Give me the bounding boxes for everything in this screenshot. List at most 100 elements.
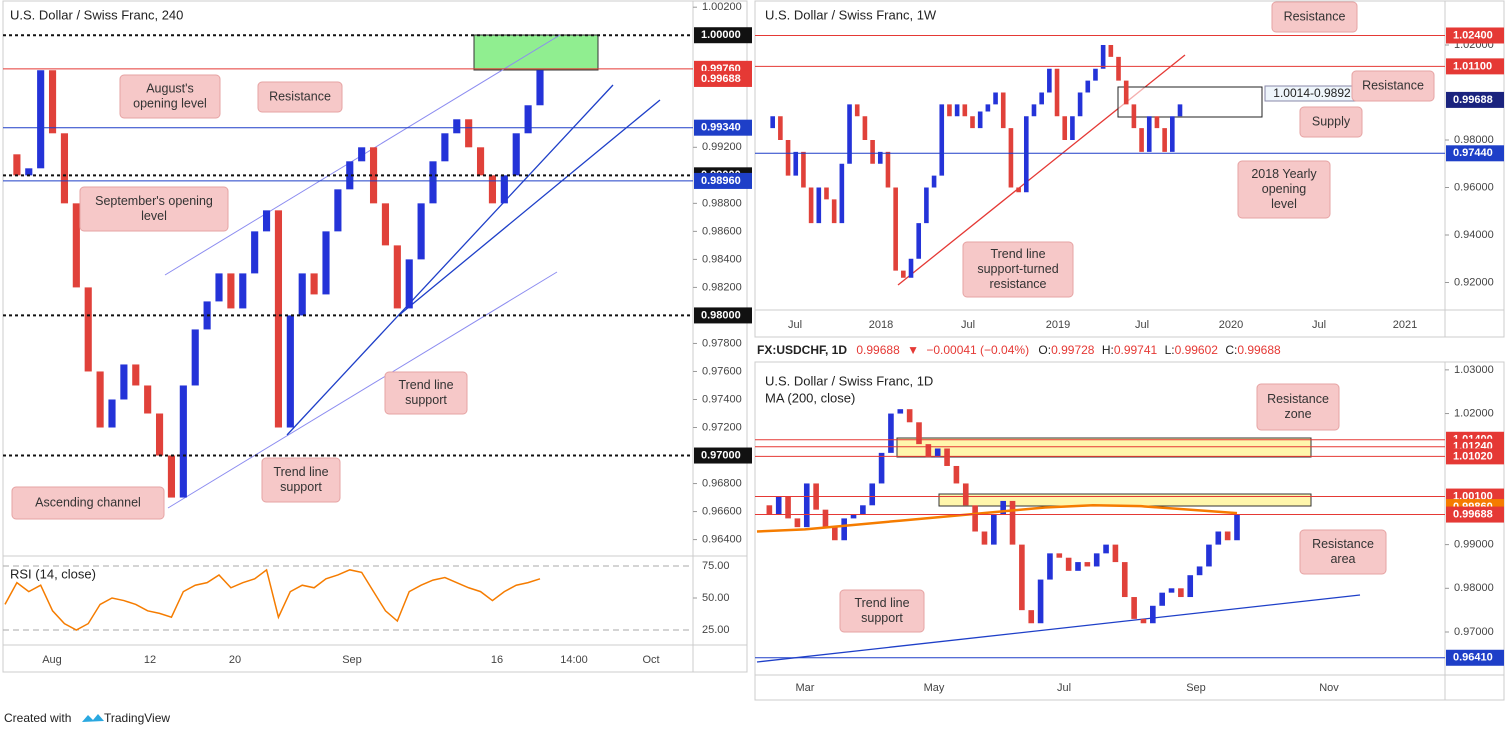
zone-box [896,437,1312,458]
x-tick-label: 12 [144,654,156,666]
x-tick-label: 2020 [1219,319,1243,331]
candle [1000,92,1006,129]
y-tick-label: 0.98000 [1454,582,1494,594]
candle [1047,553,1053,580]
y-tick-label: 0.97200 [702,421,742,433]
candle [841,518,847,541]
x-tick-label: 16 [491,654,503,666]
x-tick-label: Jul [961,319,975,331]
candle [1037,579,1044,624]
candle [993,92,998,105]
candle [381,203,390,246]
level-badge [694,27,752,44]
candle [1187,575,1194,598]
annotation-box [962,241,1074,298]
annotation-text: August's [146,81,194,95]
y-tick-label: 0.97600 [702,365,742,377]
candle [1093,68,1098,81]
brand-link[interactable]: TradingView [104,711,170,725]
candle [274,210,283,428]
level-label: 1.01100 [1453,60,1492,72]
annotation-text: Resistance [1312,537,1374,551]
candle [179,385,187,498]
annotation-text: support [861,611,903,625]
y-tick-label: 0.96600 [702,505,742,517]
y-tick-label: 0.97800 [702,337,742,349]
candle [893,187,898,271]
y-tick-label: 1.03000 [1454,364,1494,376]
candle [901,270,906,278]
candle [1100,44,1106,69]
candle [850,514,857,519]
candle [441,133,449,162]
candle [262,210,271,232]
zone-box [938,493,1312,507]
candle [1150,605,1156,624]
annotation-text: opening level [133,96,207,110]
candle [977,111,983,129]
candle [785,139,791,176]
ohlc-label: L: [1165,343,1175,357]
annotation-box [1256,383,1340,431]
candle [981,531,988,545]
level-label: 0.99688 [1453,94,1493,106]
candle [334,189,342,232]
y-tick-label: 0.96000 [1454,181,1494,193]
candle [286,315,294,428]
annotation-text: 2018 Yearly [1251,167,1317,181]
candle [770,116,775,129]
candle [808,187,814,224]
candle [1016,187,1021,193]
annotation-box [384,371,468,415]
candle [962,104,968,117]
symbol-header: FX:USDCHF, 1D 0.99688 ▼ −0.00041 (−0.04%… [757,343,1281,357]
candle [1019,544,1025,611]
candle [1108,44,1114,57]
candle [1170,116,1175,152]
candle [766,505,773,515]
candle [524,105,532,134]
candle [1009,500,1016,545]
rsi-line [4,568,541,631]
candle [453,119,461,134]
x-tick-label: Sep [342,654,362,666]
candle [417,203,425,260]
candle [1084,562,1091,567]
candle [877,151,883,164]
candle [803,483,810,528]
x-tick-label: 2018 [869,319,893,331]
level-badge [1446,506,1504,523]
candle [72,203,80,288]
annotation-text: zone [1284,407,1311,421]
ohlc-value: 0.99728 [1051,343,1095,357]
y-tick-label: 1.02000 [1454,407,1494,419]
candle [1039,92,1044,105]
level-label: 0.96410 [1453,652,1493,664]
level-label: 1.01020 [1453,450,1493,462]
annotation-text: Supply [1312,114,1351,128]
y-tick-label: 0.99200 [702,141,742,153]
candle [37,70,45,169]
candle [488,175,497,204]
y-tick-label: 0.98600 [702,225,742,237]
candle [500,175,508,204]
candle [924,187,929,224]
annotation-text: support [405,393,447,407]
x-tick-label: Jul [1057,682,1071,694]
candle [298,273,306,316]
candle [25,168,33,176]
candle [824,187,829,200]
indicator-label: MA (200, close) [765,390,855,405]
annotation-box [261,457,341,503]
candle [1234,514,1240,541]
candle [322,231,330,295]
candle [1047,68,1052,93]
candle [465,119,473,148]
drawings [13,34,1361,663]
level-badge [694,70,752,87]
arrow: ▼ [907,343,919,357]
y-tick-label: 0.97400 [702,393,742,405]
level-label: 1.00000 [701,29,741,41]
x-tick-label: 20 [229,654,241,666]
y-tick-label: 0.96400 [702,533,742,545]
